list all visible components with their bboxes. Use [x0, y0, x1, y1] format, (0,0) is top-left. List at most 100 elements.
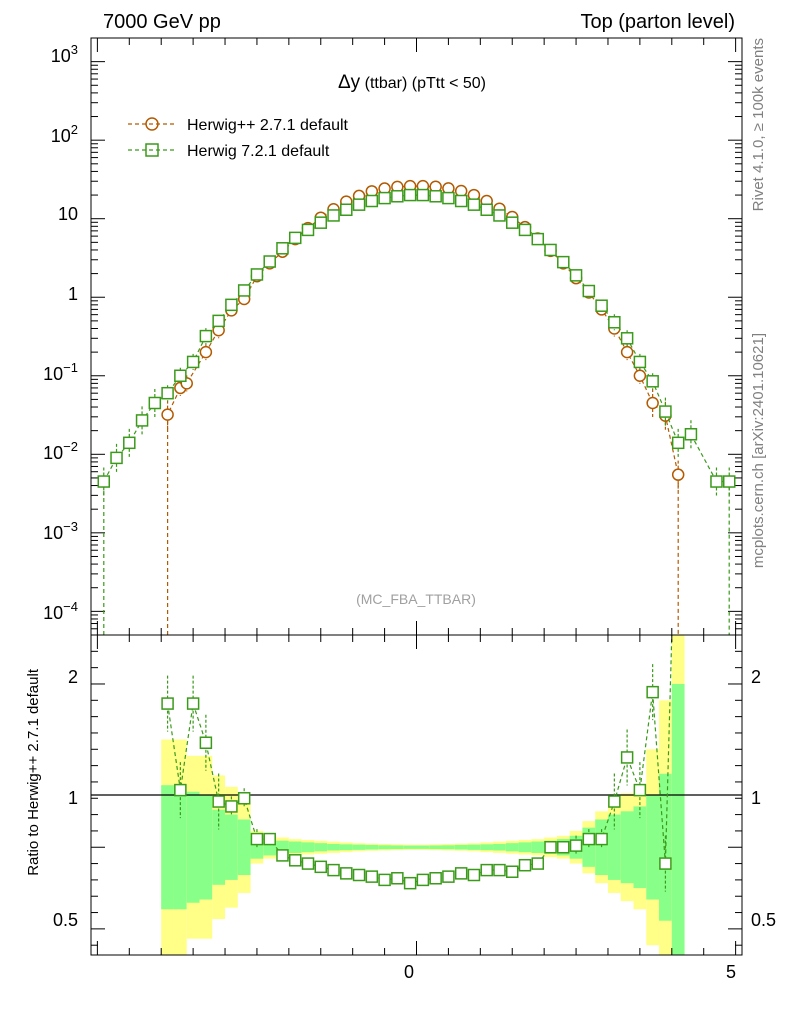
stat-uncertainty-bin [199, 795, 213, 900]
ratio-point [276, 849, 289, 862]
data-point [710, 475, 723, 488]
ytick-1e-2: 10−2 [43, 439, 78, 463]
data-point [671, 468, 685, 481]
data-point [454, 194, 468, 208]
data-point [646, 396, 659, 410]
ratio-point [620, 751, 634, 764]
ratio-point [633, 783, 647, 797]
ytick-1: 1 [68, 284, 78, 304]
ratio-point [237, 792, 251, 805]
ratio-axis-ticks [91, 635, 742, 955]
ratio-point [352, 868, 366, 882]
ratio-point [225, 800, 238, 813]
stat-uncertainty-bin [467, 844, 481, 850]
data-point [505, 216, 519, 229]
data-point [199, 329, 213, 343]
data-point [174, 369, 187, 383]
data-point [722, 475, 736, 488]
ratio-point [531, 857, 545, 870]
data-point [237, 284, 251, 297]
data-point [186, 355, 200, 369]
header-right: Top (parton level) [580, 11, 735, 33]
data-point [671, 436, 685, 450]
data-point [352, 198, 366, 211]
data-point [633, 355, 647, 369]
xtick-5: 5 [726, 962, 736, 982]
stat-uncertainty-bin [505, 843, 519, 852]
ratio-point [212, 795, 225, 808]
data-point [327, 209, 340, 222]
ratio-ytick-1-right: 1 [751, 788, 761, 808]
ratio-point [365, 870, 379, 883]
stat-uncertainty-bin [390, 845, 404, 850]
stat-uncertainty-bin [633, 806, 647, 889]
stat-uncertainty-bin [454, 844, 468, 850]
data-point [620, 345, 634, 359]
data-point [544, 243, 557, 257]
ytick-1e3: 103 [51, 42, 78, 66]
legend-marker-herwig7 [145, 143, 159, 157]
data-point [557, 255, 570, 269]
ratio-point [403, 876, 417, 890]
data-point [391, 190, 404, 203]
ratio-point [480, 863, 493, 877]
data-point [518, 223, 532, 237]
ratio-point [314, 860, 328, 874]
data-point [250, 268, 264, 281]
ratio-point [467, 868, 481, 882]
ratio-ytick-2-right: 2 [751, 667, 761, 687]
stat-uncertainty-bin [403, 845, 417, 849]
stat-uncertainty-bin [607, 814, 621, 880]
main-axis-ticks [91, 37, 742, 636]
ratio-panel: 0.5 1 2 0.5 1 2 0 5 Ratio to Herwig++ 2.… [25, 634, 776, 982]
ratio-ylabel: Ratio to Herwig++ 2.7.1 default [25, 668, 42, 876]
data-point [633, 369, 647, 383]
ratio-point [174, 783, 187, 797]
ratio-point [429, 872, 442, 885]
legend: Herwig++ 2.7.1 default Herwig 7.2.1 defa… [128, 117, 349, 160]
ratio-point [199, 736, 213, 750]
ratio-point [454, 867, 468, 880]
data-point [442, 191, 455, 205]
data-point [429, 190, 442, 203]
data-point [365, 194, 379, 208]
ratio-point [288, 854, 302, 867]
ratio-point [327, 863, 340, 877]
ratio-ytick-1: 1 [68, 788, 78, 808]
stat-uncertainty-bin [620, 811, 634, 884]
stat-uncertainty-bin [237, 819, 251, 875]
data-point [403, 188, 417, 202]
stat-uncertainty-bin [314, 843, 328, 852]
data-point [276, 242, 289, 255]
stat-uncertainty-bin [646, 795, 660, 900]
ratio-point [544, 840, 557, 854]
data-point [378, 191, 391, 205]
data-point [608, 316, 621, 329]
data-point [97, 475, 111, 488]
data-point [569, 269, 583, 282]
ratio-point [569, 839, 583, 852]
ratio-point [340, 867, 353, 880]
stat-uncertainty-bin [365, 844, 379, 850]
ratio-point [595, 832, 608, 846]
ytick-1e-1: 10−1 [43, 360, 78, 384]
data-point [646, 375, 659, 388]
ratio-ytick-2: 2 [68, 667, 78, 687]
data-point [199, 345, 213, 359]
ratio-point [582, 832, 596, 846]
ratio-point [518, 858, 532, 872]
stat-uncertainty-bin [429, 845, 443, 850]
stat-uncertainty-bin [378, 845, 391, 850]
ratio-point [301, 857, 315, 870]
data-point [288, 231, 302, 245]
stat-uncertainty-bin [671, 683, 685, 955]
ratio-point [608, 795, 621, 808]
ratio-point [659, 857, 672, 870]
stat-uncertainty-bin [493, 843, 506, 851]
legend-marker-herwigpp [145, 117, 159, 131]
data-point [416, 188, 430, 202]
legend-label-herwig7: Herwig 7.2.1 default [187, 143, 330, 160]
data-point [684, 428, 698, 441]
data-point [659, 405, 672, 418]
